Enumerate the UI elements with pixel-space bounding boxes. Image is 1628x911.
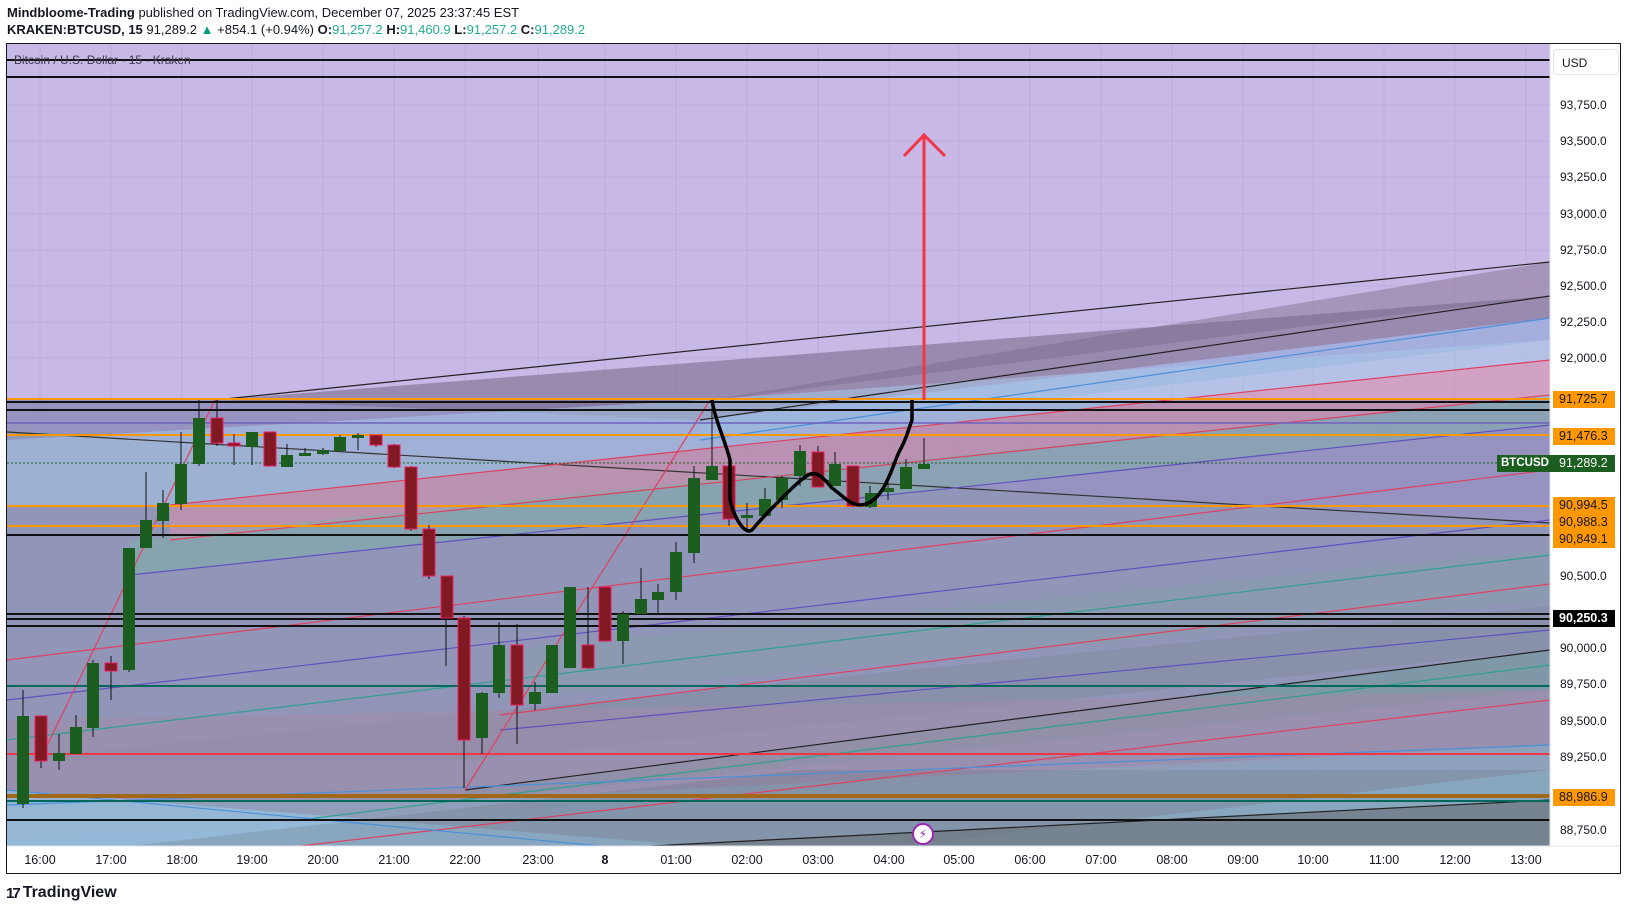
time-tick: 05:00 <box>943 853 975 867</box>
high-value: 91,460.9 <box>400 22 451 37</box>
currency-button[interactable]: USD <box>1553 49 1619 75</box>
time-tick: 01:00 <box>660 853 692 867</box>
price-tick: 92,750.0 <box>1560 243 1607 257</box>
time-tick: 21:00 <box>378 853 410 867</box>
price-tick: 92,000.0 <box>1560 351 1607 365</box>
time-tick: 08:00 <box>1156 853 1188 867</box>
price-tag-level: 90,994.5 <box>1553 497 1615 514</box>
ohlc-header: KRAKEN:BTCUSD, 15 91,289.2 ▲ +854.1 (+0.… <box>7 22 585 37</box>
symbol-label: KRAKEN:BTCUSD, 15 <box>7 22 143 37</box>
price-tag-level: 90,849.1 <box>1553 531 1615 548</box>
price-tag-level: 91,725.7 <box>1553 391 1615 408</box>
chart-pane[interactable] <box>7 44 1550 860</box>
price-tick: 92,250.0 <box>1560 315 1607 329</box>
time-tick: 10:00 <box>1297 853 1329 867</box>
open-value: 91,257.2 <box>332 22 383 37</box>
tradingview-logo[interactable]: 17 TradingView <box>6 884 117 902</box>
time-tick: 8 <box>601 853 609 867</box>
projection-path[interactable] <box>710 399 914 533</box>
price-tick: 93,500.0 <box>1560 134 1607 148</box>
time-tick: 18:00 <box>166 853 198 867</box>
price-tick: 89,250.0 <box>1560 750 1607 764</box>
price-tick: 93,000.0 <box>1560 207 1607 221</box>
target-arrow-icon[interactable] <box>902 132 947 400</box>
author-name[interactable]: Mindbloome-Trading <box>7 5 135 20</box>
low-value: 91,257.2 <box>466 22 518 37</box>
legend-title: Bitcoin / U.S. Dollar · 15 · Kraken <box>14 53 191 67</box>
time-tick: 09:00 <box>1227 853 1259 867</box>
price-tag-level: 90,988.3 <box>1553 514 1615 531</box>
price-tick: 90,500.0 <box>1560 569 1607 583</box>
price-change: +854.1 (+0.94%) <box>217 22 315 37</box>
symbol-price-tag: BTCUSD <box>1497 455 1553 472</box>
candlesticks[interactable] <box>17 400 930 808</box>
time-tick: 12:00 <box>1439 853 1471 867</box>
close-label: C: <box>520 22 535 37</box>
price-tick: 90,000.0 <box>1560 641 1607 655</box>
price-tick: 88,750.0 <box>1560 823 1607 837</box>
price-tick: 89,750.0 <box>1560 677 1607 691</box>
chart-frame <box>6 43 1621 874</box>
time-tick: 17:00 <box>95 853 127 867</box>
price-tag-level: 88,986.9 <box>1553 789 1615 806</box>
trend-lines[interactable] <box>7 261 1550 846</box>
horizontal-levels[interactable] <box>7 59 1550 821</box>
change-arrow-icon: ▲ <box>200 22 214 37</box>
publish-text: published on TradingView.com, December 0… <box>138 5 520 20</box>
high-label: H: <box>386 22 401 37</box>
time-tick: 23:00 <box>522 853 554 867</box>
close-value: 91,289.2 <box>534 22 586 37</box>
lightning-event-icon[interactable]: ⚡ <box>912 823 934 845</box>
open-label: O: <box>317 22 333 37</box>
time-tick: 11:00 <box>1368 853 1400 867</box>
time-tick: 16:00 <box>24 853 56 867</box>
time-tick: 03:00 <box>802 853 834 867</box>
tradingview-wordmark: TradingView <box>22 884 117 901</box>
price-tag-level: 91,476.3 <box>1553 428 1615 445</box>
time-tick: 20:00 <box>307 853 339 867</box>
time-tick: 06:00 <box>1014 853 1046 867</box>
low-label: L: <box>454 22 467 37</box>
time-tick: 19:00 <box>236 853 268 867</box>
time-tick: 02:00 <box>731 853 763 867</box>
price-tick: 93,250.0 <box>1560 170 1607 184</box>
price-tag-level: 90,250.3 <box>1553 610 1615 627</box>
publish-info: Mindbloome-Trading published on TradingV… <box>7 5 519 20</box>
tradingview-mark-icon: 17 <box>6 884 21 902</box>
price-tick: 92,500.0 <box>1560 279 1607 293</box>
time-tick: 07:00 <box>1085 853 1117 867</box>
price-tick: 93,750.0 <box>1560 98 1607 112</box>
time-tick: 04:00 <box>873 853 905 867</box>
time-tick: 22:00 <box>449 853 481 867</box>
time-tick: 13:00 <box>1510 853 1542 867</box>
last-price: 91,289.2 <box>146 22 198 37</box>
price-tick: 89,500.0 <box>1560 714 1607 728</box>
current-price-tag: 91,289.2 <box>1553 455 1615 472</box>
